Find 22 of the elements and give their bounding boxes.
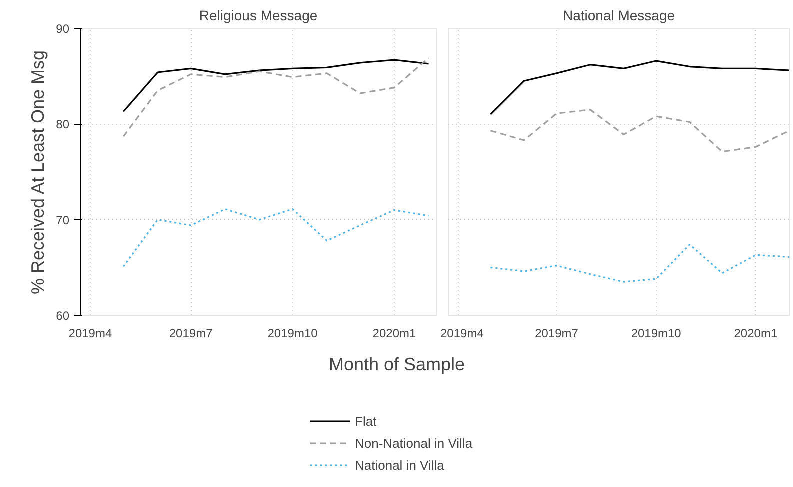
x-axis-title: Month of Sample bbox=[328, 354, 466, 374]
legend-label: Flat bbox=[355, 414, 377, 428]
line-series bbox=[122, 59, 430, 113]
legend-label: Non-National in Villa bbox=[355, 436, 473, 450]
x-tick-label: 2019m4 bbox=[440, 326, 484, 340]
x-tick-label: 2019m7 bbox=[169, 326, 214, 340]
x-tick-label: 2019m4 bbox=[68, 326, 112, 340]
x-tick-label: 2020m1 bbox=[734, 326, 778, 340]
chart-title: National Message bbox=[562, 8, 676, 24]
y-tick-label: 80 bbox=[56, 118, 70, 132]
x-tick-label: 2019m10 bbox=[631, 326, 682, 340]
y-tick-label: 90 bbox=[56, 22, 70, 36]
legend-label: National in Villa bbox=[355, 458, 444, 472]
x-tick-label: 2020m1 bbox=[372, 326, 416, 340]
chart-title: Religious Message bbox=[199, 8, 318, 24]
line-series bbox=[122, 57, 430, 138]
x-tick-label: 2019m10 bbox=[268, 326, 318, 340]
line-series bbox=[122, 208, 430, 268]
y-axis-title: % Received At Least One Msg bbox=[28, 50, 48, 295]
x-tick-label: 2019m7 bbox=[535, 326, 579, 340]
y-tick-label: 60 bbox=[56, 309, 70, 323]
y-tick-label: 70 bbox=[56, 213, 70, 228]
